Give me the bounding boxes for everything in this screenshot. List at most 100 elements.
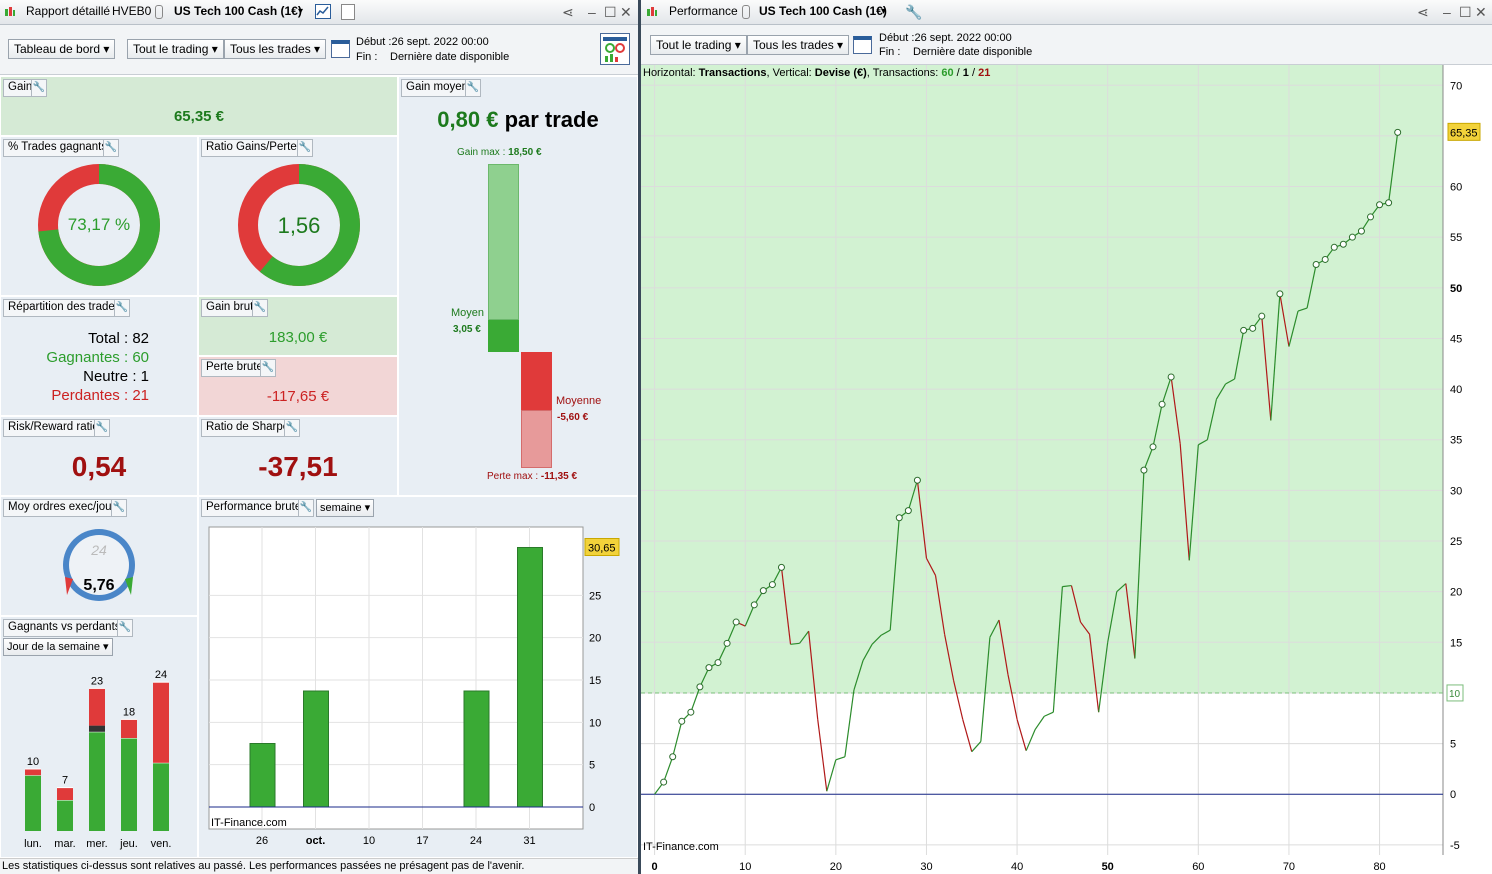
neutre-row: Neutre : 1 bbox=[1, 367, 149, 386]
share-icon[interactable]: ⋖ bbox=[562, 4, 574, 20]
y-tick-label: 0 bbox=[1450, 789, 1456, 801]
chevron-down-icon[interactable]: ▾ bbox=[881, 6, 887, 17]
weekday-bar-perdantes bbox=[25, 769, 41, 776]
weekday-total-label: 7 bbox=[62, 775, 68, 787]
vertical-value: Devise (€) bbox=[814, 67, 867, 79]
calendar-icon[interactable] bbox=[331, 40, 350, 58]
weekday-bar-gagnantes bbox=[25, 775, 41, 831]
link-icon[interactable] bbox=[155, 5, 163, 19]
equity-segment bbox=[1034, 715, 1045, 730]
dashboard-settings-icon[interactable] bbox=[600, 33, 630, 65]
wrench-icon[interactable]: 🔧 bbox=[94, 419, 110, 437]
share-icon[interactable]: ⋖ bbox=[1417, 4, 1429, 20]
gain-moyen-suffix: par trade bbox=[498, 107, 599, 132]
new-high-marker bbox=[895, 514, 903, 522]
wrench-icon[interactable]: 🔧 bbox=[284, 419, 300, 437]
equity-segment bbox=[717, 643, 728, 663]
tab-rapport-detaille[interactable]: Rapport détaillé bbox=[26, 4, 111, 18]
wrench-icon[interactable]: 🔧 bbox=[103, 139, 119, 157]
minimize-icon[interactable]: – bbox=[1443, 4, 1451, 20]
trading-select-right[interactable]: Tout le trading bbox=[650, 35, 747, 55]
weekday-bar-neutre bbox=[89, 725, 105, 732]
chevron-down-icon[interactable]: ▾ bbox=[298, 6, 304, 17]
minimize-icon[interactable]: – bbox=[588, 4, 596, 20]
end-date-right[interactable]: Dernière date disponible bbox=[913, 46, 1033, 58]
equity-segment bbox=[690, 686, 701, 713]
new-high-marker bbox=[1367, 213, 1375, 221]
tab-instrument[interactable]: US Tech 100 Cash (1€) bbox=[174, 4, 302, 18]
weekday-total-label: 24 bbox=[155, 669, 167, 681]
pct-gagnants-title: % Trades gagnants bbox=[3, 139, 113, 157]
wrench-icon[interactable]: 🔧 bbox=[117, 619, 133, 637]
wrench-icon[interactable]: 🔧 bbox=[905, 4, 923, 20]
equity-segment bbox=[799, 630, 810, 644]
gain-brut-title: Gain brut bbox=[201, 299, 259, 317]
start-date-right[interactable]: Début :26 sept. 2022 00:00 bbox=[879, 32, 1012, 44]
trades-select-right[interactable]: Tous les trades bbox=[747, 35, 850, 55]
close-icon[interactable]: ✕ bbox=[620, 4, 632, 20]
right-tab-bar: Performance US Tech 100 Cash (1€) ▾ 🔧 ⋖ … bbox=[641, 0, 1492, 25]
link-icon[interactable] bbox=[742, 5, 750, 19]
perf-bar bbox=[303, 690, 329, 808]
wrench-icon[interactable]: 🔧 bbox=[114, 299, 130, 317]
y-tick-label: 15 bbox=[589, 675, 601, 687]
profit-zone bbox=[641, 65, 1443, 693]
perte-brute-title: Perte brute bbox=[201, 359, 268, 377]
moy-ordres-value: 5,76 bbox=[83, 577, 115, 594]
wrench-icon[interactable]: 🔧 bbox=[111, 499, 127, 517]
start-date[interactable]: Début :26 sept. 2022 00:00 bbox=[356, 36, 489, 48]
wrench-icon[interactable]: 🔧 bbox=[260, 359, 276, 377]
close-icon[interactable]: ✕ bbox=[1475, 4, 1487, 20]
new-high-marker bbox=[768, 581, 776, 589]
gain-moyen-panel: Gain moyen 🔧 0,80 € par trade Gain max :… bbox=[398, 76, 638, 496]
tab-hveb0[interactable]: HVEB0 bbox=[112, 4, 152, 18]
total-row: Total : 82 bbox=[1, 329, 149, 348]
new-high-marker bbox=[714, 659, 722, 667]
risk-reward-panel: Risk/Reward ratio 🔧 0,54 bbox=[0, 416, 198, 496]
period-select[interactable]: semaine bbox=[316, 499, 375, 517]
maximize-icon[interactable]: ☐ bbox=[1459, 4, 1472, 20]
new-high-marker bbox=[687, 708, 695, 716]
wrench-icon[interactable]: 🔧 bbox=[298, 499, 314, 517]
calendar-icon[interactable] bbox=[853, 36, 872, 54]
chart-icon[interactable] bbox=[315, 4, 331, 19]
trades-select[interactable]: Tous les trades bbox=[224, 39, 327, 59]
sharpe-title: Ratio de Sharpe bbox=[201, 419, 295, 437]
maximize-icon[interactable]: ☐ bbox=[604, 4, 617, 20]
equity-segment bbox=[1134, 470, 1145, 659]
weekday-total-label: 23 bbox=[91, 675, 103, 687]
wrench-icon[interactable]: 🔧 bbox=[31, 79, 47, 97]
equity-segment bbox=[1080, 621, 1091, 635]
new-high-marker bbox=[723, 639, 731, 647]
end-date[interactable]: Dernière date disponible bbox=[390, 51, 510, 63]
repartition-list: Total : 82 Gagnantes : 60 Neutre : 1 Per… bbox=[1, 329, 149, 405]
wrench-icon[interactable]: 🔧 bbox=[252, 299, 268, 317]
x-tick-label: 24 bbox=[470, 835, 482, 847]
wrench-icon[interactable]: 🔧 bbox=[297, 139, 313, 157]
tab-performance[interactable]: Performance bbox=[669, 4, 738, 18]
new-high-marker bbox=[1339, 240, 1347, 248]
tab-instrument-right[interactable]: US Tech 100 Cash (1€) bbox=[759, 4, 887, 18]
window-splitter[interactable] bbox=[638, 0, 641, 874]
report-app-icon bbox=[4, 6, 16, 18]
end-label-right: Fin : bbox=[879, 46, 901, 58]
moy-ordres-panel: Moy ordres exec/jour 🔧 24 5,76 bbox=[0, 496, 198, 616]
equity-segment bbox=[1125, 583, 1136, 659]
new-high-marker bbox=[1312, 261, 1320, 269]
equity-segment bbox=[943, 634, 955, 681]
y-tick-label: 50 bbox=[1450, 283, 1462, 295]
equity-segment bbox=[1261, 316, 1272, 421]
weekday-select[interactable]: Jour de la semaine bbox=[3, 638, 113, 656]
y-tick-label: 55 bbox=[1450, 232, 1462, 244]
new-high-marker bbox=[1249, 324, 1257, 332]
equity-segment bbox=[934, 575, 946, 635]
x-tick-label: 10 bbox=[739, 861, 751, 873]
gain-moyen-bar bbox=[488, 320, 519, 352]
transactions-wins: 60 bbox=[941, 67, 954, 79]
weekday-total-label: 18 bbox=[123, 706, 135, 718]
copy-icon[interactable] bbox=[341, 4, 355, 20]
trading-select[interactable]: Tout le trading bbox=[127, 39, 224, 59]
dashboard-select[interactable]: Tableau de bord bbox=[8, 39, 116, 59]
wrench-icon[interactable]: 🔧 bbox=[465, 79, 481, 97]
sharpe-panel: Ratio de Sharpe 🔧 -37,51 bbox=[198, 416, 398, 496]
